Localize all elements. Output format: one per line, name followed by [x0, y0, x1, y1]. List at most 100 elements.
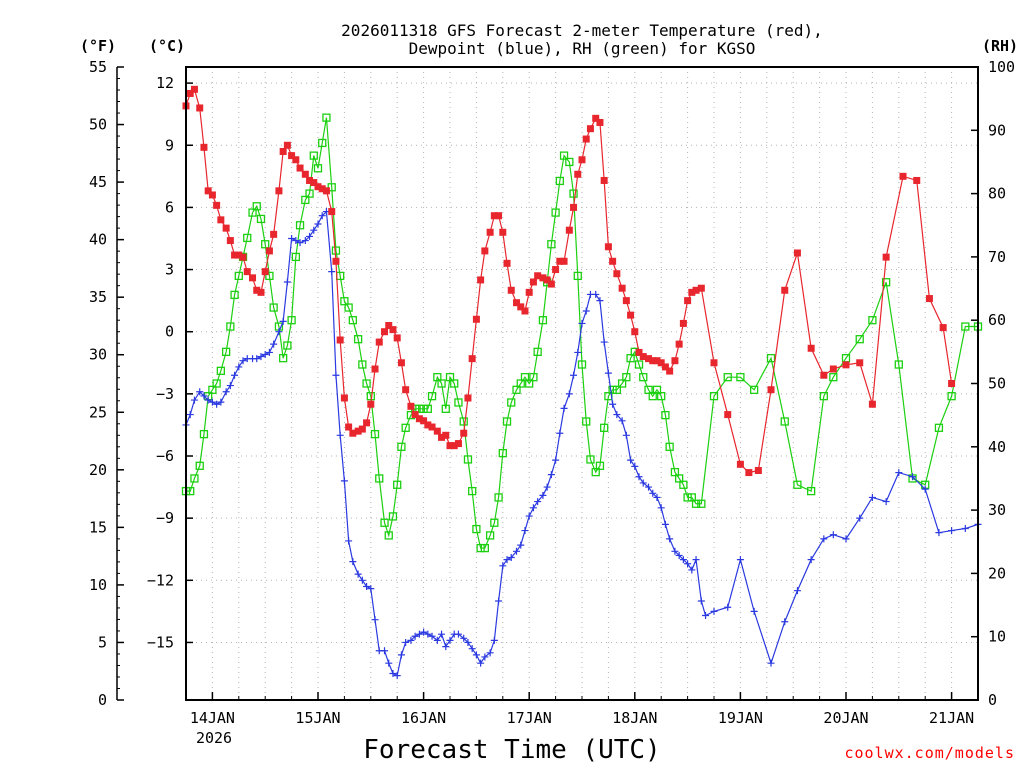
dewpoint-point: [265, 348, 273, 356]
dewpoint-point: [657, 504, 665, 512]
dewpoint-point: [420, 628, 428, 636]
fahrenheit-tick-label: 40: [89, 231, 107, 249]
credit-label: coolwx.com/models: [844, 744, 1015, 762]
rh-point: [780, 417, 789, 426]
temperature-point: [328, 208, 336, 216]
rh-point: [582, 417, 591, 426]
dewpoint-point: [635, 473, 643, 481]
rh-point: [533, 347, 542, 357]
dewpoint-point: [909, 473, 917, 481]
rh-point: [555, 176, 564, 186]
dewpoint-point: [275, 328, 283, 336]
temperature-point: [222, 224, 230, 232]
dewpoint-point: [574, 348, 582, 356]
dewpoint-point: [367, 585, 375, 593]
fahrenheit-tick-label: 35: [89, 288, 107, 306]
temperature-point: [402, 386, 410, 394]
rh-point: [947, 392, 956, 401]
dewpoint-point: [724, 603, 732, 611]
rh-point: [480, 543, 489, 553]
series-line-2: [186, 117, 978, 549]
temperature-point: [578, 156, 586, 164]
temperature-point: [424, 421, 432, 429]
dewpoint-point: [609, 400, 617, 408]
temperature-point: [200, 143, 208, 151]
dewpoint-point: [842, 535, 850, 543]
rh-point: [212, 379, 221, 388]
fahrenheit-tick-label: 15: [89, 518, 107, 536]
temperature-point: [196, 104, 204, 112]
dewpoint-point: [196, 388, 204, 396]
rh-point: [340, 297, 349, 306]
dewpoint-point: [684, 560, 692, 568]
temperature-point: [477, 276, 485, 284]
rh-point: [665, 442, 674, 451]
temperature-point: [389, 326, 397, 334]
dewpoint-point: [868, 493, 876, 501]
rh-point: [433, 373, 442, 382]
dewpoint-point: [481, 653, 489, 661]
celsius-tick-label: 6: [165, 198, 174, 216]
temperature-point: [736, 460, 744, 468]
temperature-point: [639, 353, 647, 361]
dewpoint-point: [604, 369, 612, 377]
dewpoint-point: [829, 531, 837, 539]
temperature-point: [301, 170, 309, 178]
rh-point: [415, 404, 424, 413]
temperature-point: [375, 338, 383, 346]
temperature-point: [679, 319, 687, 327]
dewpoint-series: [182, 208, 982, 680]
temperature-point: [899, 172, 907, 180]
temperature-point: [793, 249, 801, 257]
temperature-point: [586, 125, 594, 133]
celsius-tick-label: −9: [156, 509, 174, 527]
rh-point: [256, 214, 266, 224]
temperature-point: [249, 274, 257, 282]
temperature-point: [208, 191, 216, 199]
temperature-point: [570, 203, 578, 211]
rh-point: [595, 461, 605, 470]
temperature-point: [433, 427, 441, 435]
rh-point: [894, 360, 903, 369]
temperature-point: [503, 259, 511, 267]
temperature-point: [239, 253, 247, 261]
temperature-point: [243, 268, 251, 276]
dewpoint-point: [235, 363, 243, 371]
temperature-point: [314, 183, 322, 191]
dewpoint-point: [486, 649, 494, 657]
temperature-point: [204, 187, 212, 195]
temperature-point: [468, 355, 476, 363]
rh-point: [573, 271, 582, 281]
temperature-point: [450, 442, 458, 450]
temperature-point: [525, 288, 533, 296]
rh-point: [502, 417, 512, 426]
temperature-point: [842, 361, 850, 369]
dewpoint-point: [495, 597, 503, 605]
temperature-point: [358, 425, 366, 433]
dewpoint-point: [750, 607, 758, 615]
fahrenheit-tick-label: 30: [89, 346, 107, 364]
rh-point: [617, 379, 627, 388]
temperature-point: [645, 355, 653, 363]
celsius-tick-label: −15: [147, 633, 174, 651]
temperature-point: [385, 321, 393, 329]
rh-point: [520, 373, 530, 382]
dewpoint-point: [521, 527, 529, 535]
temperature-point: [539, 274, 547, 282]
dewpoint-point: [688, 566, 696, 574]
dewpoint-point: [793, 587, 801, 595]
dewpoint-point: [645, 483, 653, 491]
dewpoint-point: [679, 556, 687, 564]
temperature-point: [697, 284, 705, 292]
dewpoint-point: [270, 340, 278, 348]
temperature-point: [521, 307, 529, 315]
celsius-tick-label: −12: [147, 571, 174, 589]
rh-point: [234, 271, 243, 281]
rh-tick-label: 60: [988, 311, 1006, 329]
rh-point: [287, 316, 296, 325]
dewpoint-point: [895, 469, 903, 477]
temperature-point: [565, 226, 573, 234]
rh-tick-label: 20: [988, 564, 1006, 582]
temperature-point: [407, 402, 415, 410]
dewpoint-point: [600, 338, 608, 346]
